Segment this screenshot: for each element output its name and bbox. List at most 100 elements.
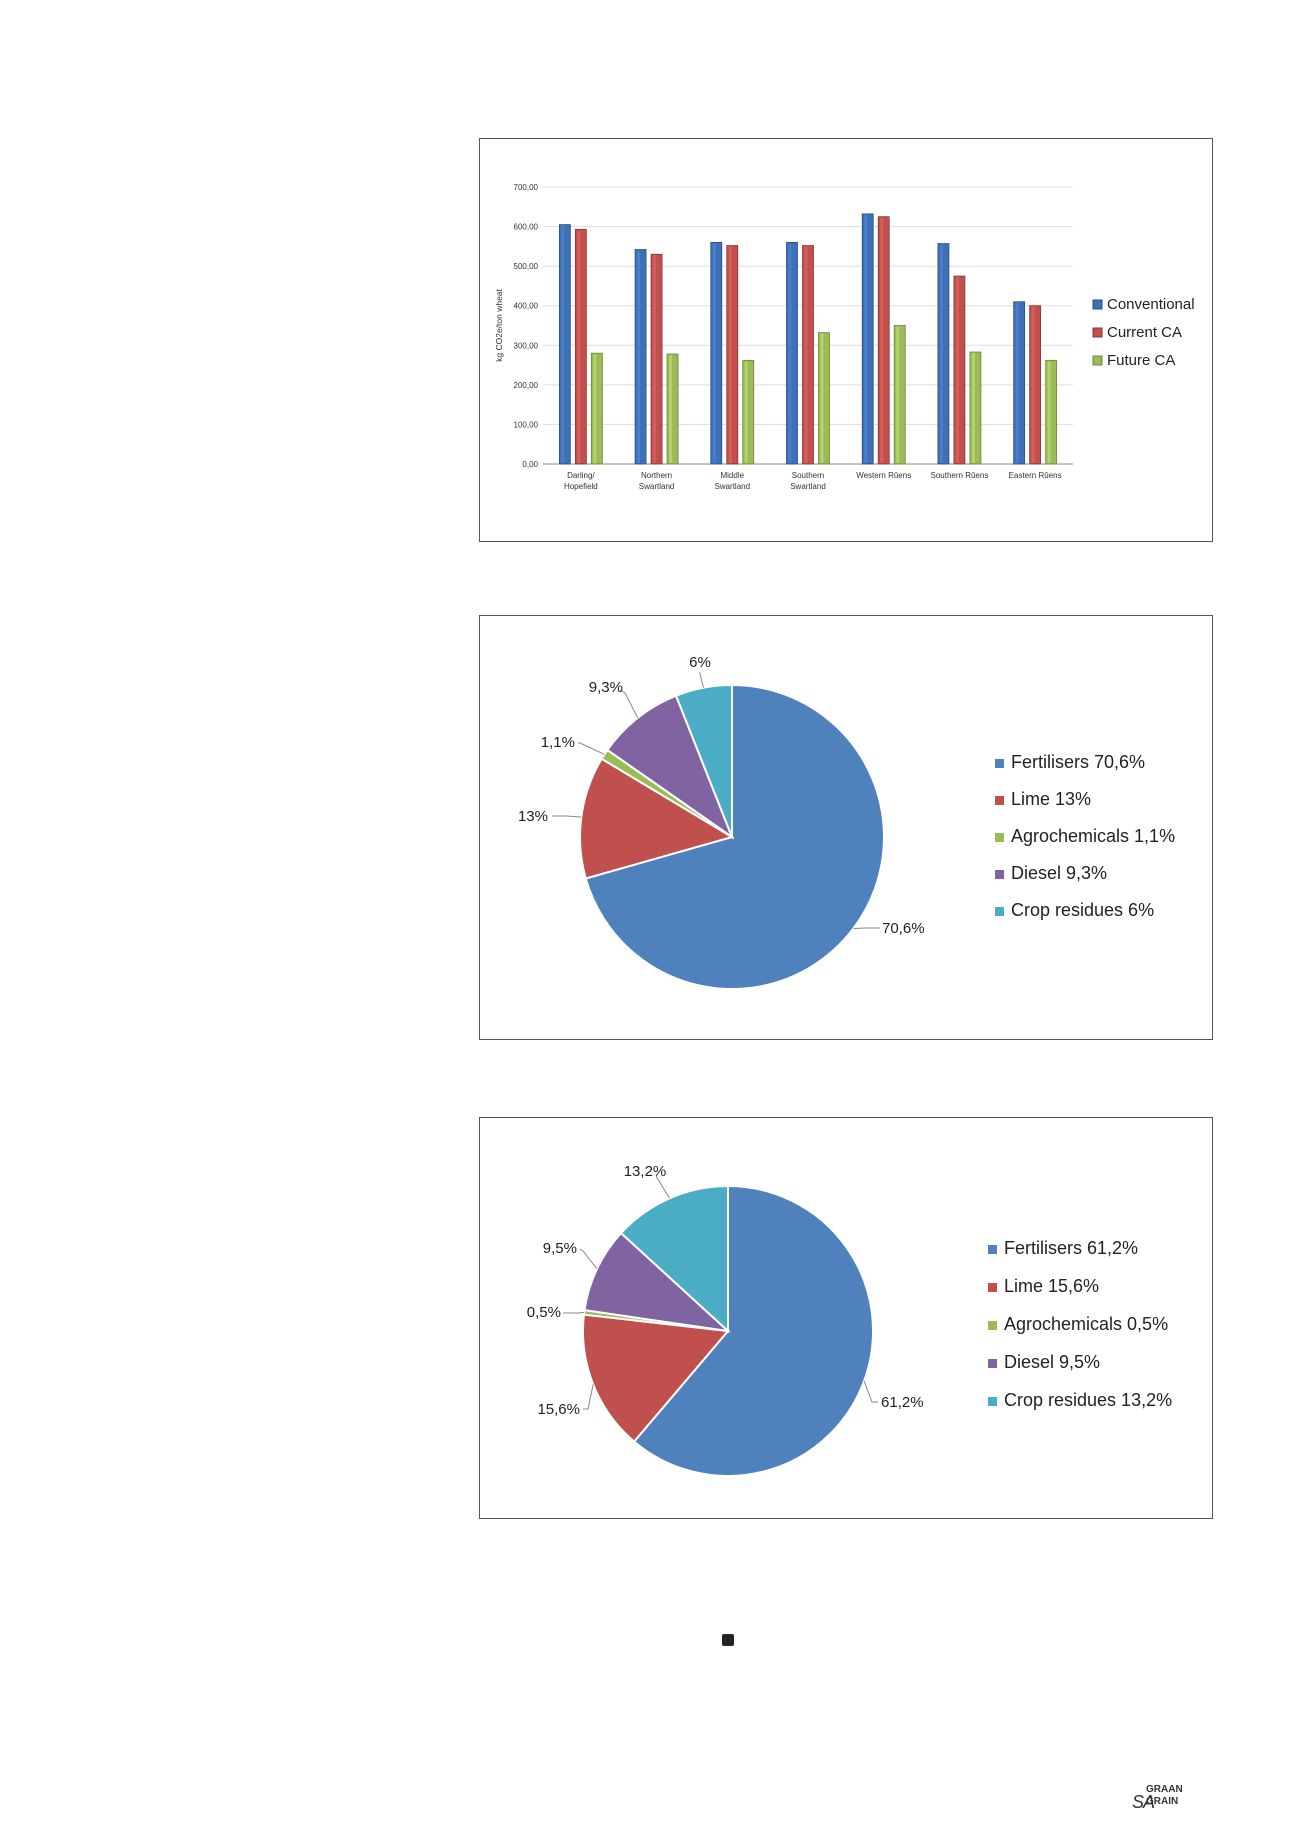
leader-line <box>699 672 705 688</box>
legend-label: Conventional <box>1107 296 1195 313</box>
pie-chart-2: 61,2% 15,6% 0,5% 9,5% 13,2% Fertilisers 61,2%… <box>527 1163 1172 1477</box>
bar-current-ca <box>650 253 663 465</box>
data-label: 1,1% <box>541 734 575 751</box>
pie-chart-1-panel: 70,6% 13% 1,1% 9,3% 6% Fertilisers 70,6% Lime … <box>479 615 1213 1040</box>
bar-highlight <box>955 277 959 463</box>
data-label: 13% <box>518 808 548 825</box>
bar-current-ca <box>802 245 814 465</box>
legend-swatch <box>988 1245 997 1254</box>
y-tick-label: 500,00 <box>514 262 539 271</box>
y-tick-label: 400,00 <box>514 302 539 311</box>
y-tick-label: 300,00 <box>514 341 539 350</box>
legend-label: Diesel 9,3% <box>1011 863 1107 883</box>
x-tick-label: Middle <box>720 471 744 480</box>
x-tick-label: Northern <box>641 471 672 480</box>
x-tick-label: Hopefield <box>564 482 598 491</box>
data-label: 9,3% <box>589 679 623 696</box>
bar-highlight <box>820 333 824 463</box>
legend-label: Fertilisers 61,2% <box>1004 1238 1138 1258</box>
pie-slice-lime <box>579 757 735 880</box>
bar-conventional <box>861 213 874 465</box>
bar-highlight <box>1015 302 1019 463</box>
x-tick-label: Western Rûens <box>856 471 911 480</box>
bar-current-ca <box>574 228 587 465</box>
pie-chart-1: 70,6% 13% 1,1% 9,3% 6% Fertilisers 70,6% Lime … <box>518 654 1175 990</box>
x-tick-label: Swartland <box>639 482 675 491</box>
legend-label: Fertilisers 70,6% <box>1011 752 1145 772</box>
legend-swatch <box>995 796 1004 805</box>
bar-chart-panel: 0,00 100,00 200,00 300,00 400,00 500,00 600,00… <box>479 138 1213 542</box>
y-axis-label: kg CO2e/ton wheat <box>494 288 504 361</box>
bar-highlight <box>561 225 565 463</box>
bar-future-ca <box>742 359 755 465</box>
legend-label: Crop residues 13,2% <box>1004 1390 1172 1410</box>
leader-line <box>863 1380 878 1403</box>
legend-label: Current CA <box>1107 324 1182 341</box>
bar-conventional <box>710 242 723 465</box>
legend-swatch <box>1092 299 1103 310</box>
bar-conventional <box>937 243 950 465</box>
pie-slice-diesel <box>605 694 735 840</box>
bar-future-ca <box>969 351 982 465</box>
bar-current-ca <box>877 216 890 465</box>
bar-highlight <box>728 246 732 463</box>
logo-graan: GRAAN <box>1146 1784 1183 1795</box>
bar-highlight <box>669 354 673 463</box>
legend-swatch <box>995 833 1004 842</box>
bar-current-ca <box>1029 305 1042 465</box>
legend-label: Lime 15,6% <box>1004 1276 1099 1296</box>
legend-swatch <box>988 1397 997 1406</box>
data-label: 13,2% <box>624 1163 667 1180</box>
leader-line <box>552 815 582 818</box>
x-tick-label: Southern <box>792 471 824 480</box>
data-label: 0,5% <box>527 1304 561 1321</box>
logo-grain: GRAIN <box>1146 1796 1179 1807</box>
bar-highlight <box>788 243 792 463</box>
legend-swatch <box>988 1359 997 1368</box>
x-tick-label: Darling/ <box>567 471 595 480</box>
y-tick-label: 0,00 <box>522 460 538 469</box>
legend-label: Future CA <box>1107 352 1175 369</box>
bar-future-ca <box>590 352 603 465</box>
legend-swatch <box>995 759 1004 768</box>
bar-highlight <box>880 217 884 463</box>
bar-highlight <box>864 214 868 463</box>
legend-swatch <box>988 1321 997 1330</box>
bar-current-ca <box>953 275 966 465</box>
bar-highlight <box>939 244 943 463</box>
y-tick-label: 700,00 <box>514 183 539 192</box>
x-tick-label: Eastern Rûens <box>1009 471 1062 480</box>
leader-line <box>655 1175 671 1199</box>
bar-highlight <box>1031 306 1035 463</box>
end-of-article-marker <box>722 1634 734 1646</box>
leader-line <box>563 1311 585 1314</box>
y-tick-label: 100,00 <box>514 420 539 429</box>
pie-chart-2-panel: 61,2% 15,6% 0,5% 9,5% 13,2% Fertilisers 61,2%… <box>479 1117 1213 1519</box>
legend-label: Diesel 9,5% <box>1004 1352 1100 1372</box>
legend-swatch <box>995 907 1004 916</box>
x-tick-label: Swartland <box>790 482 826 491</box>
data-label: 9,5% <box>543 1240 577 1257</box>
bar-highlight <box>653 255 657 463</box>
legend-label: Agrochemicals 1,1% <box>1011 826 1175 846</box>
pie-slice-crop-residues <box>619 1184 729 1334</box>
bar-highlight <box>712 243 716 463</box>
data-label: 61,2% <box>881 1394 924 1411</box>
data-label: 6% <box>689 654 711 671</box>
bar-conventional <box>558 224 571 465</box>
bar-highlight <box>593 354 597 463</box>
sa-grain-logo: GRAAN SA GRAIN <box>1128 1778 1198 1822</box>
y-tick-label: 600,00 <box>514 223 539 232</box>
logo-sa: SA <box>1132 1792 1155 1812</box>
bar-conventional <box>1013 301 1026 465</box>
leader-line <box>853 927 880 930</box>
legend-swatch <box>988 1283 997 1292</box>
leader-line <box>583 1384 594 1410</box>
bar-current-ca <box>726 245 739 465</box>
data-label: 70,6% <box>882 920 925 937</box>
bar-future-ca <box>1045 359 1058 465</box>
bar-chart: 0,00 100,00 200,00 300,00 400,00 500,00 600,00… <box>494 183 1195 491</box>
x-tick-label: Swartland <box>714 482 750 491</box>
bar-future-ca <box>818 332 830 465</box>
leader-line <box>579 1248 598 1270</box>
